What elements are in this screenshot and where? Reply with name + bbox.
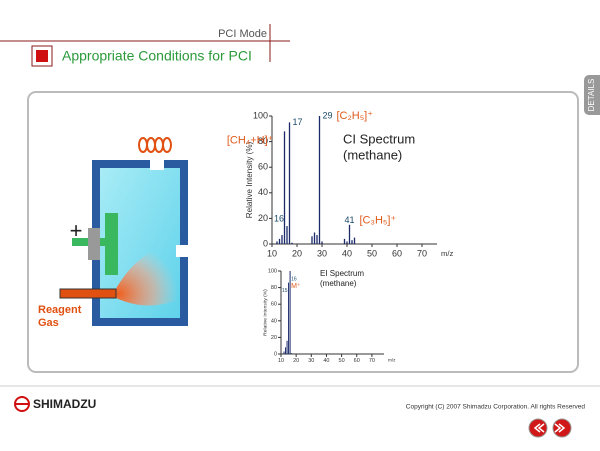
peak-label: [CH₄+H]⁺ [227, 134, 274, 146]
y-tick-label: 60 [258, 162, 268, 172]
peak-label: 29 [323, 110, 333, 120]
repeller-block [88, 228, 100, 260]
x-axis-label: m/z [441, 249, 453, 258]
plus-sign: + [70, 218, 83, 243]
filament-coil [138, 137, 172, 153]
x-tick-label: 10 [278, 358, 284, 364]
y-tick-label: 20 [258, 213, 268, 223]
x-tick-label: 30 [308, 358, 314, 364]
peak-label: 16 [274, 213, 284, 223]
copyright: Copyright (C) 2007 Shimadzu Corporation.… [406, 404, 586, 411]
slide-title: Appropriate Conditions for PCI [62, 48, 252, 64]
reagent-label: Gas [38, 317, 59, 329]
peak-label: 16 [291, 276, 297, 282]
peak-label: M⁺ [291, 283, 301, 290]
y-tick-label: 80 [258, 136, 268, 146]
x-tick-label: 20 [292, 248, 302, 258]
chart-subtitle: (methane) [343, 148, 402, 163]
nav-prev[interactable] [528, 418, 548, 438]
peak-label: 41 [345, 215, 355, 225]
repeller [105, 213, 118, 275]
x-tick-label: 40 [323, 358, 329, 364]
peak-label: 15 [282, 288, 288, 294]
x-tick-label: 20 [293, 358, 299, 364]
y-tick-label: 60 [271, 302, 277, 308]
plume [112, 247, 178, 306]
x-tick-label: 30 [317, 248, 327, 258]
peak-label: [C₂H₅]⁺ [337, 110, 374, 122]
logo: SHIMADZU [33, 397, 96, 411]
y-tick-label: 80 [271, 285, 277, 291]
x-tick-label: 70 [417, 248, 427, 258]
chart-title: CI Spectrum [343, 131, 415, 146]
title-icon-inner [36, 50, 48, 62]
y-tick-label: 40 [271, 318, 277, 324]
x-tick-label: 50 [339, 358, 345, 364]
x-tick-label: 60 [392, 248, 402, 258]
x-axis-label: m/z [388, 358, 396, 363]
y-tick-label: 0 [274, 351, 277, 357]
details-tab[interactable] [584, 75, 600, 115]
x-tick-label: 70 [369, 358, 375, 364]
x-tick-label: 50 [367, 248, 377, 258]
chamber-gap [176, 245, 190, 257]
chart-subtitle: (methane) [320, 279, 357, 288]
nav-next[interactable] [552, 418, 572, 438]
reagent-label: Reagent [38, 304, 82, 316]
x-tick-label: 10 [267, 248, 277, 258]
y-axis-label: Relative Intensity (%) [245, 141, 254, 218]
chamber-gap [150, 158, 164, 170]
peak-label: 17 [293, 117, 303, 127]
y-tick-label: 20 [271, 335, 277, 341]
reagent-tube [59, 288, 117, 299]
ion-source-diagram: + Reagent Gas [38, 137, 190, 329]
y-tick-label: 100 [253, 110, 268, 120]
x-tick-label: 60 [354, 358, 360, 364]
y-tick-label: 100 [268, 268, 277, 274]
chart-title: EI Spectrum [320, 269, 364, 278]
y-tick-label: 40 [258, 187, 268, 197]
peak-label: [C₃H₅]⁺ [360, 215, 397, 227]
mode-label: PCI Mode [218, 28, 267, 40]
details-tab-label[interactable]: DETAILS [587, 79, 596, 112]
y-axis-label: Relative Intensity (%) [262, 289, 268, 336]
y-tick-label: 0 [263, 238, 268, 248]
x-tick-label: 40 [342, 248, 352, 258]
